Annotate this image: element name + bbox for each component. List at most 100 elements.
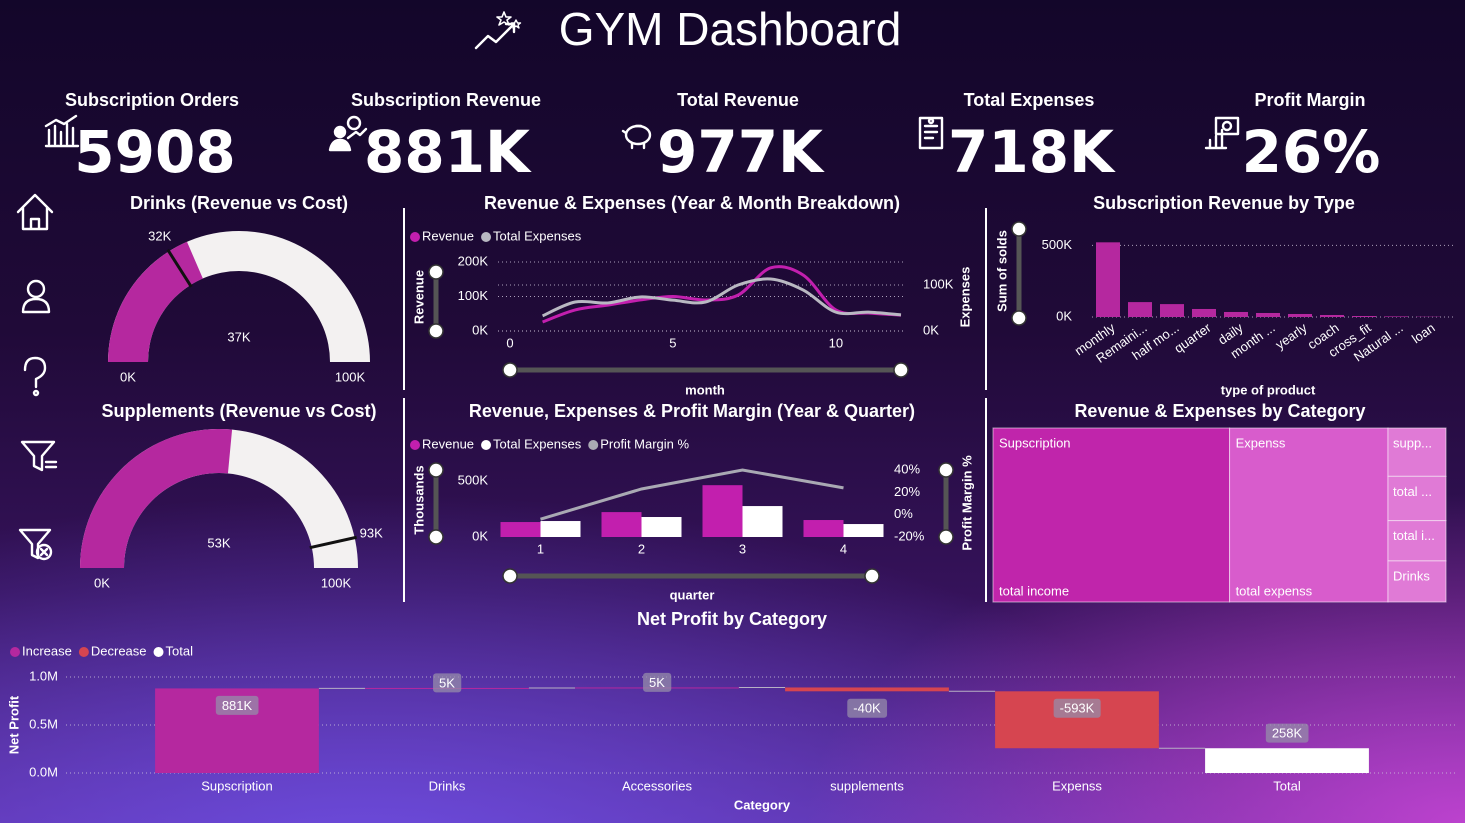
- kpi-label: Subscription Orders: [65, 90, 239, 110]
- kpi-value: 718K: [948, 118, 1116, 186]
- bar: [601, 512, 642, 537]
- x-tick-label: 3: [739, 541, 746, 556]
- bar: [1224, 311, 1248, 317]
- x-tick-label: 4: [840, 541, 847, 556]
- slider-knob[interactable]: [428, 462, 444, 478]
- slider-knob[interactable]: [1011, 221, 1027, 237]
- x-tick-label: 1: [537, 541, 544, 556]
- bar: [1096, 242, 1120, 317]
- bar: [1128, 302, 1152, 317]
- y-axis-label: Thousands: [411, 465, 426, 534]
- x-tick-label: Total: [1273, 778, 1301, 793]
- data-label-box: [1053, 698, 1101, 718]
- x-axis-label: type of product: [1221, 382, 1316, 397]
- gauge-max-label: 100K: [335, 369, 366, 384]
- tile-label: Supscription: [999, 435, 1071, 450]
- bar: [1256, 312, 1280, 317]
- slider-knob[interactable]: [502, 362, 518, 378]
- kpi-icon: [328, 115, 368, 152]
- kpi-icon: [1204, 116, 1240, 150]
- x-tick-label: 5: [669, 335, 676, 350]
- chart-title: Supplements (Revenue vs Cost): [101, 401, 376, 421]
- gauge-value: [80, 428, 233, 568]
- slider-knob[interactable]: [938, 462, 954, 478]
- slider-knob[interactable]: [938, 529, 954, 545]
- kpi-value: 5908: [74, 118, 235, 186]
- y-tick-label: 0K: [472, 528, 488, 543]
- tile-label: Drinks: [1393, 568, 1430, 583]
- nav-filter[interactable]: [20, 440, 58, 472]
- x-axis-label: Category: [734, 797, 791, 812]
- slider-knob[interactable]: [428, 323, 444, 339]
- slider-knob[interactable]: [864, 568, 880, 584]
- bar: [1384, 316, 1408, 317]
- data-label: 5K: [439, 675, 455, 690]
- x-axis-label: quarter: [670, 587, 715, 602]
- chart-title: Revenue, Expenses & Profit Margin (Year …: [469, 401, 915, 421]
- kpi-label: Subscription Revenue: [351, 90, 541, 110]
- y-axis-label: Revenue: [411, 270, 426, 324]
- chart-title: Drinks (Revenue vs Cost): [130, 193, 348, 213]
- y-tick-label: 500K: [458, 473, 489, 488]
- slider-knob[interactable]: [1011, 310, 1027, 326]
- gauge-target: [309, 535, 357, 550]
- legend-marker: [588, 440, 599, 450]
- x-tick-label: loan: [1409, 320, 1438, 346]
- bar: [702, 485, 743, 537]
- bar: [540, 521, 581, 537]
- slider-knob[interactable]: [428, 264, 444, 280]
- treemap-tile: [1229, 427, 1389, 603]
- bar: [1352, 315, 1376, 317]
- kpi-icon: [918, 116, 944, 150]
- kpi-icon: [621, 124, 652, 150]
- bar: [843, 524, 884, 537]
- treemap-tile: [1387, 475, 1447, 522]
- y-tick-label: 200K: [458, 253, 489, 268]
- y-axis-label: Sum of solds: [994, 230, 1009, 312]
- series-line: [540, 468, 844, 521]
- x-tick-label: 0: [506, 335, 513, 350]
- nav-profile[interactable]: [21, 279, 51, 314]
- waterfall-bar: [1205, 748, 1369, 773]
- y2-tick-label: 20%: [894, 484, 920, 499]
- data-label: 5K: [649, 675, 665, 690]
- waterfall-bar: [785, 687, 949, 692]
- series-line: [541, 277, 902, 318]
- y-tick-label: 0K: [1056, 308, 1072, 323]
- slider-knob[interactable]: [428, 529, 444, 545]
- nav-clear-filter[interactable]: [18, 528, 53, 561]
- gauge-min-label: 0K: [94, 575, 110, 590]
- slider-knob[interactable]: [502, 568, 518, 584]
- nav-help[interactable]: [23, 356, 47, 397]
- slider-knob[interactable]: [893, 362, 909, 378]
- tile-label: total i...: [1393, 528, 1435, 543]
- bar: [1160, 304, 1184, 317]
- nav-home[interactable]: [16, 193, 54, 231]
- y-tick-label: 500K: [1042, 237, 1073, 252]
- gauge-min-label: 0K: [120, 369, 136, 384]
- legend-marker: [481, 440, 492, 450]
- y2-tick-label: -20%: [894, 528, 925, 543]
- y-tick-label: 0K: [472, 322, 488, 337]
- y-tick-label: 100K: [458, 288, 489, 303]
- data-label: -40K: [853, 701, 881, 716]
- bar: [803, 520, 844, 537]
- kpi-label: Profit Margin: [1255, 90, 1366, 110]
- bar: [742, 506, 783, 537]
- x-tick-label: Supscription: [201, 778, 273, 793]
- title-icon: [474, 11, 522, 50]
- x-tick-label: supplements: [830, 778, 904, 793]
- bar: [1288, 313, 1312, 317]
- y-tick-label: 0.0M: [29, 764, 58, 779]
- kpi-icon: [44, 114, 80, 148]
- gauge-target: [166, 248, 193, 288]
- x-tick-label: Accessories: [622, 778, 693, 793]
- legend-label: Total: [166, 643, 194, 658]
- y-axis-label: Net Profit: [6, 695, 21, 754]
- tile-label: total ...: [1393, 484, 1432, 499]
- data-label-box: [215, 695, 259, 715]
- legend-marker: [481, 232, 492, 242]
- gauge-value-label: 37K: [227, 329, 250, 344]
- series-line: [542, 265, 902, 324]
- x-tick-label: quarter: [1171, 320, 1214, 356]
